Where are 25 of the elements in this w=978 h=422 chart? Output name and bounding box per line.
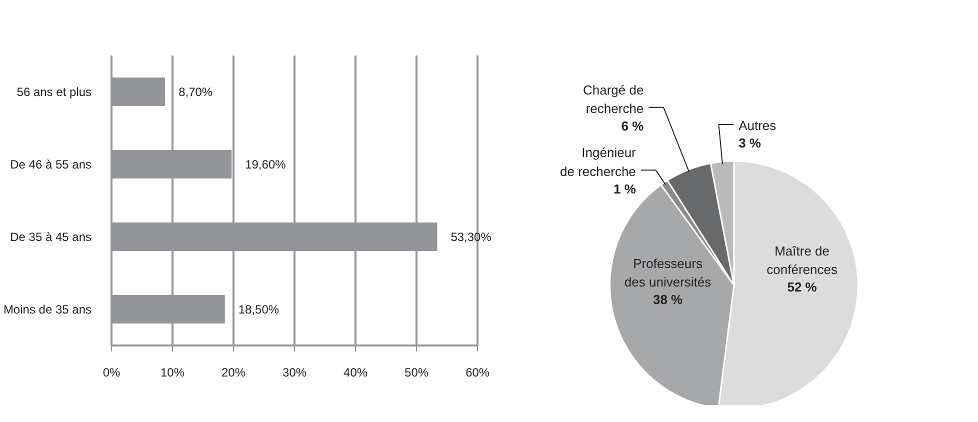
y-tick-label: De 46 à 55 ans xyxy=(10,157,92,172)
y-tick-label: Moins de 35 ans xyxy=(3,302,92,316)
data-label: 38 % xyxy=(652,292,684,308)
slice-label: Autres xyxy=(738,118,777,134)
slice-label: Professeurs des universités xyxy=(624,256,712,290)
x-tick-label: 10% xyxy=(160,366,185,380)
x-tick-label: 0% xyxy=(102,366,120,380)
data-label: 53,30% xyxy=(450,230,492,244)
data-label: 3 % xyxy=(738,136,762,151)
y-tick-label: 56 ans et plus xyxy=(16,84,92,99)
x-tick-label: 40% xyxy=(344,366,368,380)
y-tick-label: De 35 à 45 ans xyxy=(10,230,92,244)
slice-label: Chargé de recherche xyxy=(582,82,644,116)
x-tick-label: 20% xyxy=(222,366,246,380)
data-label: 18,50% xyxy=(238,302,280,316)
data-label: 6 % xyxy=(621,118,644,134)
data-label: 1 % xyxy=(614,181,636,196)
x-tick-label: 50% xyxy=(404,366,429,380)
data-label: 8,70% xyxy=(178,84,213,99)
slice-label: Ingénieur de recherche xyxy=(560,145,637,179)
data-label: 19,60% xyxy=(245,157,286,172)
data-label: 52 % xyxy=(787,280,818,295)
x-tick-label: 60% xyxy=(466,366,490,380)
x-tick-label: 30% xyxy=(282,366,307,380)
slice-label: Maître de conférences xyxy=(766,243,838,278)
